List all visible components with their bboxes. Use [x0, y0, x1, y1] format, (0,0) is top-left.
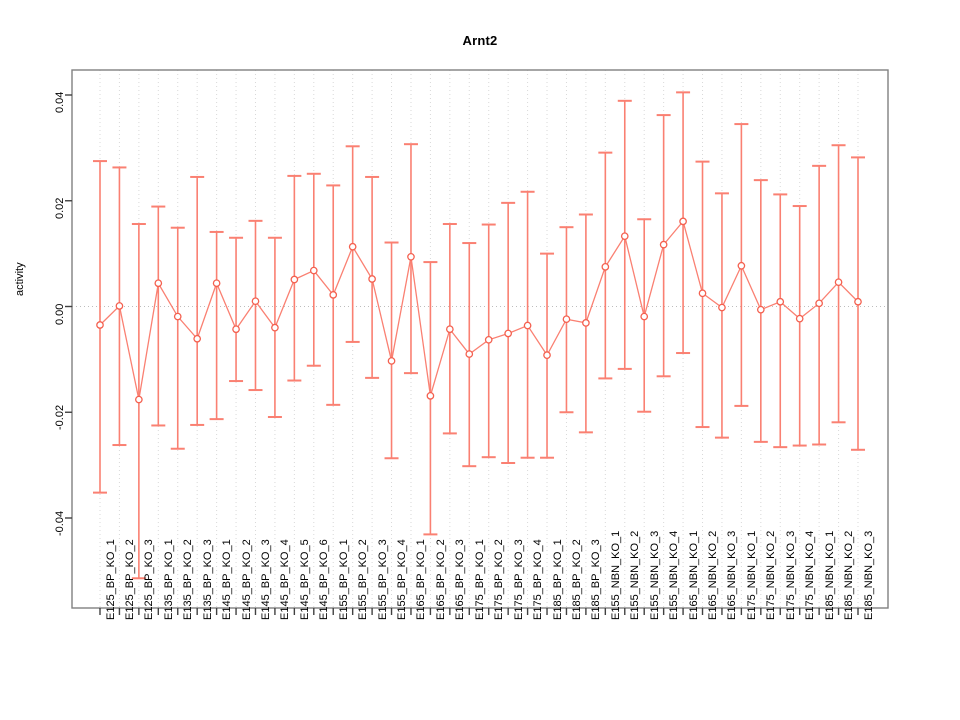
error-bar-series [93, 91, 865, 580]
x-axis-tick-label: E125_BP_KO_1 [104, 539, 117, 620]
x-axis-tick-label: E155_NBN_KO_1 [609, 530, 622, 620]
x-axis-tick-label: E175_BP_KO_2 [493, 539, 506, 620]
y-axis-tick-label: -0.02 [54, 405, 66, 431]
x-axis-tick-label: E175_BP_KO_4 [532, 539, 545, 620]
y-axis-tick-label: 0.02 [54, 197, 66, 219]
y-axis-tick-label: -0.04 [54, 510, 66, 536]
x-axis-tick-label: E145_BP_KO_6 [318, 539, 331, 620]
x-axis-tick-label: E175_NBN_KO_3 [784, 530, 797, 620]
x-axis-tick-label: E165_NBN_KO_3 [726, 530, 739, 620]
x-axis-tick-label: E125_BP_KO_2 [123, 539, 136, 620]
x-axis-tick-label: E155_NBN_KO_4 [668, 530, 681, 620]
x-axis-tick-label: E125_BP_KO_3 [143, 539, 156, 620]
x-axis-tick-label: E155_BP_KO_3 [376, 539, 389, 620]
x-axis-tick-label: E145_BP_KO_1 [221, 539, 234, 620]
x-axis-tick-label: E135_BP_KO_3 [201, 539, 214, 620]
y-axis-tick-label: 0.04 [54, 91, 66, 113]
x-axis-tick-label: E175_BP_KO_1 [473, 539, 486, 620]
x-axis-tick-label: E165_NBN_KO_1 [687, 530, 700, 620]
x-axis-tick-label: E135_BP_KO_2 [182, 539, 195, 620]
x-axis-tick-label: E155_BP_KO_1 [337, 539, 350, 620]
x-axis-tick-label: E165_BP_KO_3 [454, 539, 467, 620]
x-axis-tick-label: E185_BP_KO_2 [570, 539, 583, 620]
x-axis-tick-label: E175_NBN_KO_4 [804, 530, 817, 620]
x-axis-tick-label: E185_BP_KO_1 [551, 539, 564, 620]
x-axis-tick-label: E145_BP_KO_3 [259, 539, 272, 620]
x-axis-tick-label: E145_BP_KO_5 [298, 539, 311, 620]
y-axis-tick-label: 0.00 [54, 303, 66, 325]
x-axis-tick-label: E155_BP_KO_4 [396, 539, 409, 620]
chart-title: Arnt2 [462, 33, 498, 48]
x-axis-tick-label: E185_NBN_KO_2 [843, 530, 856, 620]
x-axis-tick-label: E165_NBN_KO_2 [707, 530, 719, 620]
x-axis-tick-label: E185_NBN_KO_1 [823, 530, 836, 620]
x-axis-tick-label: E145_BP_KO_2 [240, 539, 253, 620]
x-axis-tick-label: E175_NBN_KO_2 [765, 530, 778, 620]
x-axis-tick-label: E155_NBN_KO_3 [648, 530, 661, 620]
x-axis-tick-label: E145_BP_KO_4 [279, 539, 292, 620]
x-axis-tick-label: E135_BP_KO_1 [162, 539, 175, 620]
x-axis-tick-label: E185_BP_KO_3 [590, 539, 603, 620]
x-axis-tick-label: E175_BP_KO_3 [512, 539, 525, 620]
x-axis-tick-label: E165_BP_KO_1 [415, 539, 428, 620]
x-axis-tick-label: E175_NBN_KO_1 [745, 530, 758, 620]
axis-lines [65, 69, 889, 615]
x-axis-tick-label: E185_NBN_KO_3 [862, 530, 875, 620]
gridlines [99, 70, 859, 608]
x-axis-tick-label: E165_BP_KO_2 [434, 539, 447, 620]
x-axis-tick-label: E155_NBN_KO_2 [629, 530, 642, 620]
x-axis-tick-label: E155_BP_KO_2 [357, 539, 370, 620]
